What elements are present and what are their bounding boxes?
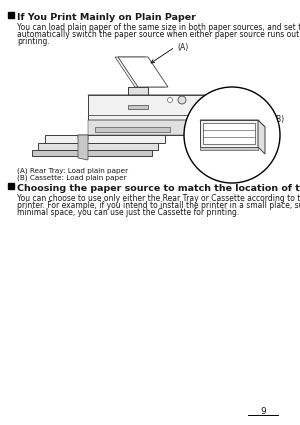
Polygon shape xyxy=(88,95,215,105)
Polygon shape xyxy=(88,120,205,135)
Polygon shape xyxy=(88,95,205,135)
Polygon shape xyxy=(78,135,88,160)
Circle shape xyxy=(178,96,186,104)
Polygon shape xyxy=(32,150,152,156)
Text: printer. For example, if you intend to install the printer in a small place, suc: printer. For example, if you intend to i… xyxy=(17,201,300,210)
Polygon shape xyxy=(128,105,148,109)
Text: 9: 9 xyxy=(260,407,266,416)
Circle shape xyxy=(167,97,172,102)
Polygon shape xyxy=(95,127,170,132)
Polygon shape xyxy=(258,120,265,154)
Polygon shape xyxy=(38,143,158,150)
Polygon shape xyxy=(200,120,265,127)
Polygon shape xyxy=(205,95,215,145)
Circle shape xyxy=(184,87,280,183)
Text: minimal space, you can use just the Cassette for printing.: minimal space, you can use just the Cass… xyxy=(17,208,239,217)
Text: If You Print Mainly on Plain Paper: If You Print Mainly on Plain Paper xyxy=(17,13,196,22)
Polygon shape xyxy=(203,123,255,144)
Polygon shape xyxy=(78,135,88,140)
Text: automatically switch the paper source when either paper source runs out of paper: automatically switch the paper source wh… xyxy=(17,30,300,39)
Text: (B): (B) xyxy=(273,115,284,124)
Polygon shape xyxy=(200,147,258,150)
Text: (A): (A) xyxy=(177,43,188,52)
Text: You can choose to use only either the Rear Tray or Cassette according to the loc: You can choose to use only either the Re… xyxy=(17,194,300,203)
Polygon shape xyxy=(115,57,165,87)
Bar xyxy=(8,12,14,17)
Text: (B) Cassette: Load plain paper: (B) Cassette: Load plain paper xyxy=(17,174,127,181)
Text: printing.: printing. xyxy=(17,37,50,46)
Polygon shape xyxy=(128,87,148,105)
Text: Choosing the paper source to match the location of the printer: Choosing the paper source to match the l… xyxy=(17,184,300,193)
Polygon shape xyxy=(200,120,258,147)
Polygon shape xyxy=(118,57,168,87)
Text: You can load plain paper of the same size in both paper sources, and set the pri: You can load plain paper of the same siz… xyxy=(17,23,300,32)
Polygon shape xyxy=(45,135,165,143)
Text: (A) Rear Tray: Load plain paper: (A) Rear Tray: Load plain paper xyxy=(17,167,128,173)
Bar xyxy=(8,183,14,189)
